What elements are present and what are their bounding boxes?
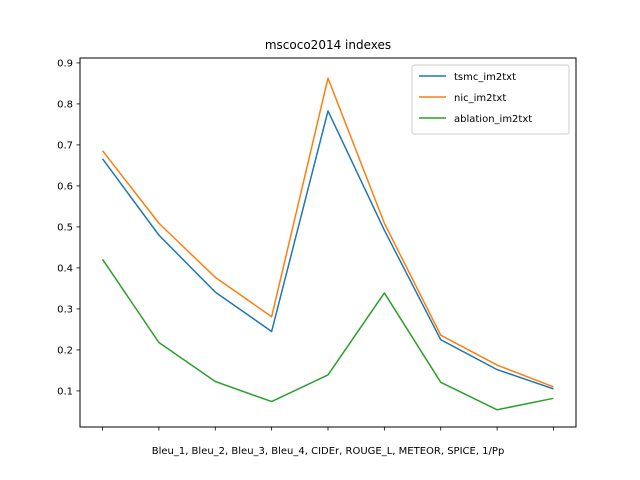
y-tick-label: 0.7: [57, 140, 73, 151]
legend: tsmc_im2txt nic_im2txt ablation_im2txt: [411, 64, 570, 135]
legend-label: ablation_im2txt: [454, 114, 532, 125]
y-tick-label: 0.9: [57, 58, 73, 69]
plot-frame: [79, 57, 577, 428]
y-tick-label: 0.5: [57, 222, 73, 233]
series-line-ablation_im2txt: [101, 258, 554, 411]
y-tick-label: 0.2: [57, 345, 73, 356]
x-axis-label: Bleu_1, Bleu_2, Bleu_3, Bleu_4, CIDEr, R…: [152, 446, 505, 457]
legend-label: nic_im2txt: [454, 93, 506, 104]
series-line-tsmc_im2txt: [101, 110, 554, 390]
legend-label: tsmc_im2txt: [454, 72, 516, 83]
chart-title: mscoco2014 indexes: [265, 38, 391, 52]
series-line-nic_im2txt: [101, 77, 554, 388]
y-axis: 0.1 0.2 0.3 0.4 0.5 0.6 0.7 0.8 0.9: [57, 58, 80, 397]
y-tick-label: 0.1: [57, 386, 73, 397]
legend-box: [411, 64, 570, 135]
y-tick-label: 0.3: [57, 304, 73, 315]
y-tick-label: 0.6: [57, 181, 73, 192]
y-tick-label: 0.4: [57, 263, 73, 274]
x-axis: [102, 427, 554, 431]
series-layer: [101, 77, 554, 411]
y-tick-label: 0.8: [57, 99, 73, 110]
